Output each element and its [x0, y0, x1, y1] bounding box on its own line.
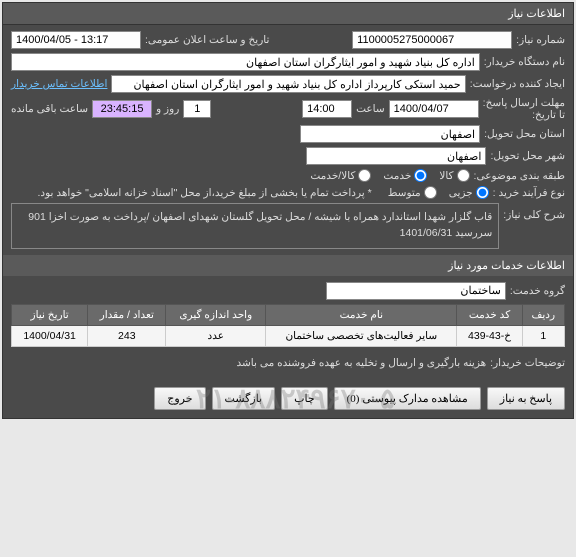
payment-note: * پرداخت تمام یا بخشی از مبلغ خرید،از مح…	[38, 187, 372, 199]
radio-low[interactable]: جزیی	[449, 186, 489, 199]
label-deadline: مهلت ارسال پاسخ: تا تاریخ:	[483, 97, 565, 121]
city-field[interactable]	[306, 147, 486, 165]
col-unit: واحد اندازه گیری	[166, 304, 266, 325]
creator-field[interactable]	[111, 75, 465, 93]
back-button[interactable]: بازگشت	[212, 387, 276, 410]
need-info-panel: اطلاعات نیاز شماره نیاز: تاریخ و ساعت اع…	[2, 2, 574, 419]
print-button[interactable]: چاپ	[281, 387, 328, 410]
cell-qty: 243	[88, 325, 166, 346]
radio-both-input[interactable]	[358, 169, 371, 182]
table-row[interactable]: 1 خ-43-439 سایر فعالیت‌های تخصصی ساختمان…	[12, 325, 565, 346]
label-province: استان محل تحویل:	[484, 128, 565, 140]
label-service-group: گروه خدمت:	[510, 285, 565, 297]
label-buyer-notes: توضیحات خریدار:	[490, 357, 565, 369]
type-radios: جزیی متوسط	[388, 186, 489, 199]
radio-goods-input[interactable]	[457, 169, 470, 182]
panel-title: اطلاعات نیاز	[3, 3, 573, 25]
cell-idx: 1	[522, 325, 564, 346]
radio-service-input[interactable]	[414, 169, 427, 182]
label-creator: ایجاد کننده درخواست:	[470, 78, 565, 90]
col-name: نام خدمت	[266, 304, 457, 325]
service-group-field[interactable]	[326, 282, 506, 300]
radio-mid[interactable]: متوسط	[388, 186, 437, 199]
buyer-notes-text: هزینه بارگیری و ارسال و تخلیه به عهده فر…	[236, 357, 486, 369]
table-header-row: ردیف کد خدمت نام خدمت واحد اندازه گیری ت…	[12, 304, 565, 325]
label-type: نوع فرآیند خرید :	[493, 187, 565, 199]
services-table: ردیف کد خدمت نام خدمت واحد اندازه گیری ت…	[11, 304, 565, 347]
exit-button[interactable]: خروج	[154, 387, 205, 410]
label-deadline-from: مهلت ارسال پاسخ:	[483, 97, 565, 109]
radio-mid-input[interactable]	[424, 186, 437, 199]
label-need-no: شماره نیاز:	[516, 34, 565, 46]
cell-date: 1400/04/31	[12, 325, 88, 346]
cell-unit: عدد	[166, 325, 266, 346]
panel-body: شماره نیاز: تاریخ و ساعت اعلان عمومی: نا…	[3, 25, 573, 379]
radio-low-input[interactable]	[476, 186, 489, 199]
contact-link[interactable]: اطلاعات تماس خریدار	[11, 78, 107, 90]
label-deadline-to: تا تاریخ:	[532, 109, 565, 121]
label-hour: ساعت	[356, 103, 385, 115]
label-remaining: ساعت باقی مانده	[11, 103, 88, 115]
province-field[interactable]	[300, 125, 480, 143]
radio-both[interactable]: کالا/خدمت	[310, 169, 371, 182]
radio-service[interactable]: خدمت	[383, 169, 427, 182]
attachments-button[interactable]: مشاهده مدارک پیوستی (0)	[334, 387, 481, 410]
category-radios: کالا خدمت کالا/خدمت	[310, 169, 469, 182]
label-city: شهر محل تحویل:	[490, 150, 565, 162]
need-no-field[interactable]	[352, 31, 512, 49]
cell-name: سایر فعالیت‌های تخصصی ساختمان	[266, 325, 457, 346]
announce-field[interactable]	[11, 31, 141, 49]
label-org: نام دستگاه خریدار:	[484, 56, 565, 68]
reply-button[interactable]: پاسخ به نیاز	[487, 387, 565, 410]
col-code: کد خدمت	[457, 304, 522, 325]
days-left	[183, 100, 211, 118]
summary-text: قاب گلزار شهدا استاندارد همراه با شیشه /…	[11, 203, 499, 249]
col-date: تاریخ نیاز	[12, 304, 88, 325]
label-category: طبقه بندی موضوعی:	[474, 170, 565, 182]
label-summary: شرح کلی نیاز:	[503, 203, 565, 221]
footer-buttons: پاسخ به نیاز مشاهده مدارک پیوستی (0) چاپ…	[3, 379, 573, 418]
org-field[interactable]	[11, 53, 480, 71]
radio-goods[interactable]: کالا	[439, 169, 469, 182]
countdown	[92, 100, 152, 118]
cell-code: خ-43-439	[457, 325, 522, 346]
label-day-and: روز و	[156, 103, 179, 115]
section2-header: اطلاعات خدمات مورد نیاز	[3, 255, 573, 276]
deadline-date[interactable]	[389, 100, 479, 118]
label-announce: تاریخ و ساعت اعلان عمومی:	[145, 34, 269, 46]
col-idx: ردیف	[522, 304, 564, 325]
deadline-hour[interactable]	[302, 100, 352, 118]
col-qty: تعداد / مقدار	[88, 304, 166, 325]
